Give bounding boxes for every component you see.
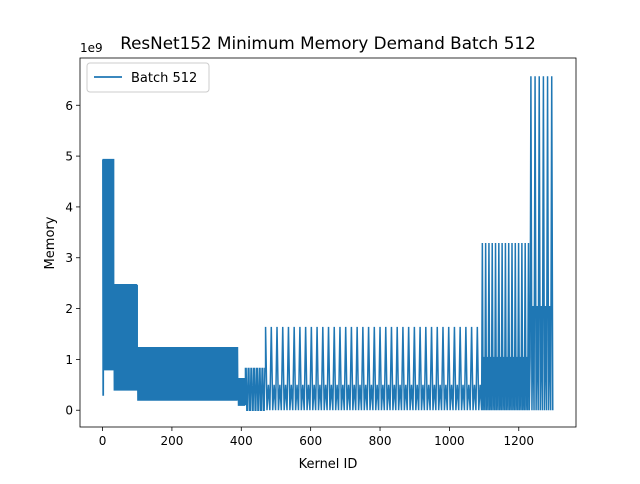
series-line-batch-512 xyxy=(102,76,554,411)
y-tick-label: 1 xyxy=(65,353,73,367)
x-tick-label: 0 xyxy=(99,434,107,448)
x-axis-ticks: 0 200 400 600 800 1000 1200 xyxy=(99,427,534,448)
y-tick-label: 0 xyxy=(65,404,73,418)
legend-label-batch-512: Batch 512 xyxy=(131,71,197,86)
x-tick-label: 600 xyxy=(299,434,322,448)
x-tick-label: 1200 xyxy=(503,434,534,448)
legend: Batch 512 xyxy=(86,62,210,93)
plot-area xyxy=(102,76,554,411)
y-offset-label: 1e9 xyxy=(80,41,103,55)
x-tick-label: 200 xyxy=(160,434,183,448)
y-tick-label: 6 xyxy=(65,99,73,113)
x-tick-label: 800 xyxy=(369,434,392,448)
y-tick-label: 2 xyxy=(65,302,73,316)
y-tick-label: 3 xyxy=(65,251,73,265)
y-tick-label: 4 xyxy=(65,200,73,214)
y-axis-ticks: 0 1 2 3 4 5 6 xyxy=(65,99,80,418)
series-group xyxy=(102,76,554,411)
x-tick-label: 1000 xyxy=(434,434,465,448)
legend-box xyxy=(86,62,210,93)
y-axis-label: Memory xyxy=(43,216,58,269)
axes-frame xyxy=(79,57,577,428)
chart-title: ResNet152 Minimum Memory Demand Batch 51… xyxy=(120,33,536,53)
x-tick-label: 400 xyxy=(230,434,253,448)
y-tick-label: 5 xyxy=(65,150,73,164)
x-axis-label: Kernel ID xyxy=(299,457,358,472)
